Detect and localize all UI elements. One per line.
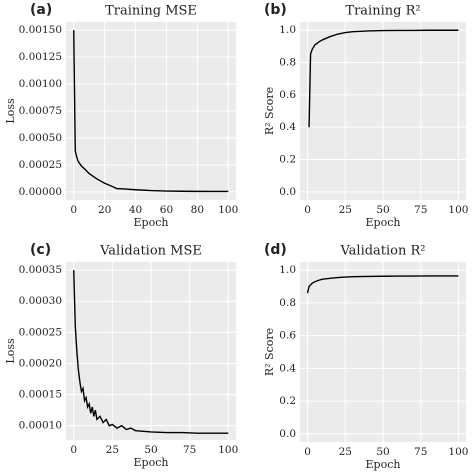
panel-label: (c) [30,242,51,258]
y-tick-label: 0.00015 [19,389,62,401]
y-axis-label: R² Score [263,328,276,376]
y-tick-label: 0.0 [279,428,296,440]
x-tick-label: 75 [414,204,427,216]
y-tick-label: 0.00075 [19,105,62,117]
x-tick-label: 25 [339,204,352,216]
y-tick-label: 0.00100 [19,78,62,90]
y-tick-label: 0.00025 [19,159,62,171]
x-tick-label: 0 [70,444,77,456]
y-tick-label: 0.00020 [19,357,62,369]
chart-title: Training MSE [105,4,197,19]
y-tick-label: 0.0 [279,186,296,198]
x-tick-label: 60 [160,204,173,216]
panel-label: (d) [264,242,287,258]
x-tick-label: 0 [304,446,311,458]
x-axis-label: Epoch [366,216,401,229]
chart-title: Validation R² [339,244,425,259]
x-tick-label: 0 [304,204,311,216]
x-tick-label: 100 [218,204,238,216]
x-tick-label: 80 [191,204,204,216]
y-tick-label: 0.8 [279,56,296,68]
y-tick-label: 0.6 [279,330,296,342]
y-tick-label: 0.00000 [19,186,62,198]
x-tick-label: 20 [98,204,111,216]
x-axis-label: Epoch [134,216,169,229]
x-axis-label: Epoch [134,456,169,469]
x-tick-label: 50 [376,204,389,216]
x-tick-label: 50 [376,446,389,458]
x-tick-label: 100 [448,204,468,216]
x-axis-label: Epoch [366,458,401,471]
y-tick-label: 0.00150 [19,24,62,36]
x-tick-label: 100 [448,446,468,458]
chart-title: Validation MSE [99,244,202,259]
line [306,275,459,294]
line [308,29,459,128]
y-tick-label: 0.00125 [19,51,62,63]
y-tick-label: 1.0 [279,264,296,276]
x-tick-label: 50 [144,444,157,456]
y-tick-label: 0.4 [279,362,296,374]
y-tick-label: 1.0 [279,24,296,36]
y-axis-label: R² Score [263,87,276,135]
chart-title: Training R² [345,4,420,19]
x-tick-label: 75 [183,444,196,456]
y-axis-label: Loss [4,338,17,364]
y-tick-label: 0.00010 [19,420,62,432]
y-tick-label: 0.00030 [19,295,62,307]
line [73,270,229,434]
y-tick-label: 0.00035 [19,264,62,276]
y-tick-label: 0.6 [279,89,296,101]
y-tick-label: 0.2 [279,154,296,166]
panel-label: (b) [264,2,287,18]
y-tick-label: 0.8 [279,297,296,309]
y-tick-label: 0.2 [279,395,296,407]
x-tick-label: 100 [218,444,238,456]
y-tick-label: 0.00050 [19,132,62,144]
x-tick-label: 0 [70,204,77,216]
y-tick-label: 0.4 [279,121,296,133]
line [73,30,229,193]
x-tick-label: 25 [339,446,352,458]
y-tick-label: 0.00025 [19,326,62,338]
x-tick-label: 25 [106,444,119,456]
y-axis-label: Loss [4,98,17,124]
x-tick-label: 75 [414,446,427,458]
x-tick-label: 40 [129,204,142,216]
panel-label: (a) [30,2,52,18]
